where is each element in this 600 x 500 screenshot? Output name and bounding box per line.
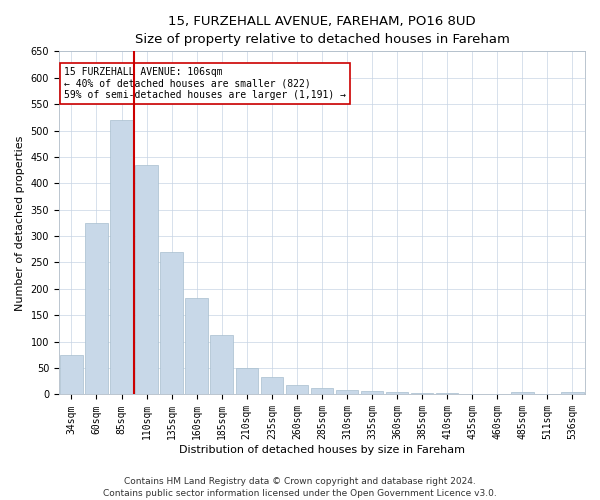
Bar bbox=[185, 298, 208, 394]
Bar bbox=[160, 252, 183, 394]
Bar bbox=[386, 392, 409, 394]
Bar bbox=[136, 165, 158, 394]
Text: 15 FURZEHALL AVENUE: 106sqm
← 40% of detached houses are smaller (822)
59% of se: 15 FURZEHALL AVENUE: 106sqm ← 40% of det… bbox=[64, 67, 346, 100]
Bar bbox=[236, 368, 258, 394]
Bar bbox=[411, 393, 433, 394]
Bar bbox=[260, 377, 283, 394]
Text: Contains HM Land Registry data © Crown copyright and database right 2024.
Contai: Contains HM Land Registry data © Crown c… bbox=[103, 476, 497, 498]
Title: 15, FURZEHALL AVENUE, FAREHAM, PO16 8UD
Size of property relative to detached ho: 15, FURZEHALL AVENUE, FAREHAM, PO16 8UD … bbox=[134, 15, 509, 46]
Bar bbox=[286, 385, 308, 394]
Bar bbox=[561, 392, 584, 394]
Bar bbox=[361, 392, 383, 394]
Bar bbox=[311, 388, 333, 394]
X-axis label: Distribution of detached houses by size in Fareham: Distribution of detached houses by size … bbox=[179, 445, 465, 455]
Y-axis label: Number of detached properties: Number of detached properties bbox=[15, 135, 25, 310]
Bar bbox=[336, 390, 358, 394]
Bar bbox=[211, 335, 233, 394]
Bar bbox=[110, 120, 133, 394]
Bar bbox=[511, 392, 533, 394]
Bar bbox=[85, 223, 108, 394]
Bar bbox=[60, 355, 83, 395]
